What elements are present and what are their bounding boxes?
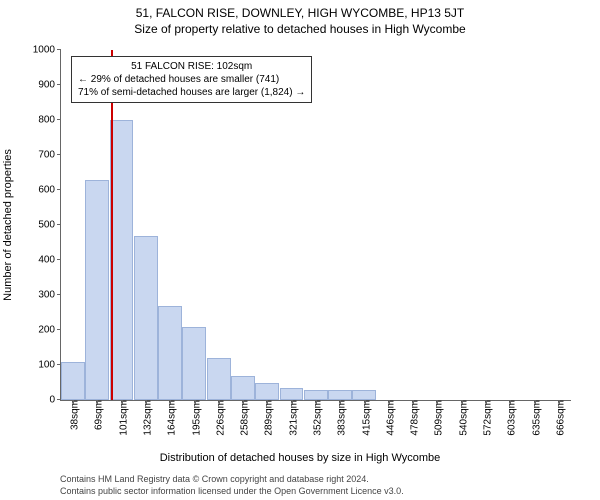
- x-tick-label: 38sqm: [66, 400, 81, 430]
- y-tick-label: 200: [38, 325, 61, 336]
- x-tick-label: 603sqm: [503, 400, 518, 436]
- y-tick-mark: [57, 259, 61, 260]
- histogram-bar: [182, 327, 206, 401]
- x-tick-label: 258sqm: [236, 400, 251, 436]
- x-tick-label: 69sqm: [90, 400, 105, 430]
- y-tick-label: 1000: [33, 45, 61, 56]
- x-axis-label: Distribution of detached houses by size …: [0, 452, 600, 464]
- x-tick-mark: [437, 400, 438, 404]
- x-tick-mark: [292, 400, 293, 404]
- y-tick-label: 500: [38, 220, 61, 231]
- x-tick-mark: [486, 400, 487, 404]
- x-tick-label: 666sqm: [551, 400, 566, 436]
- x-tick-mark: [195, 400, 196, 404]
- x-tick-label: 540sqm: [454, 400, 469, 436]
- y-tick-mark: [57, 84, 61, 85]
- y-tick-label: 300: [38, 290, 61, 301]
- x-tick-label: 164sqm: [163, 400, 178, 436]
- annotation-line: 51 FALCON RISE: 102sqm: [78, 60, 305, 73]
- annotation-line: 71% of semi-detached houses are larger (…: [78, 86, 305, 99]
- x-tick-label: 289sqm: [260, 400, 275, 436]
- x-tick-mark: [413, 400, 414, 404]
- x-tick-label: 572sqm: [479, 400, 494, 436]
- x-tick-mark: [535, 400, 536, 404]
- x-tick-mark: [340, 400, 341, 404]
- x-tick-mark: [73, 400, 74, 404]
- y-tick-mark: [57, 154, 61, 155]
- y-tick-mark: [57, 294, 61, 295]
- chart-plot-area: 0100200300400500600700800900100038sqm69s…: [60, 50, 571, 401]
- histogram-bar: [328, 390, 352, 401]
- x-tick-mark: [243, 400, 244, 404]
- histogram-bar: [110, 120, 134, 400]
- y-tick-mark: [57, 224, 61, 225]
- histogram-bar: [231, 376, 255, 401]
- histogram-bar: [85, 180, 109, 401]
- x-tick-label: 195sqm: [187, 400, 202, 436]
- y-tick-label: 100: [38, 360, 61, 371]
- x-tick-label: 446sqm: [381, 400, 396, 436]
- x-tick-mark: [267, 400, 268, 404]
- y-tick-mark: [57, 119, 61, 120]
- histogram-bar: [255, 383, 279, 401]
- x-tick-mark: [316, 400, 317, 404]
- x-tick-mark: [559, 400, 560, 404]
- x-tick-label: 352sqm: [309, 400, 324, 436]
- x-tick-mark: [510, 400, 511, 404]
- histogram-bar: [352, 390, 376, 401]
- y-axis-label: Number of detached properties: [2, 149, 14, 301]
- y-tick-mark: [57, 49, 61, 50]
- footer-copyright-2: Contains public sector information licen…: [60, 486, 404, 496]
- y-tick-label: 700: [38, 150, 61, 161]
- y-tick-label: 900: [38, 80, 61, 91]
- y-tick-label: 0: [49, 395, 61, 406]
- y-tick-label: 800: [38, 115, 61, 126]
- x-tick-mark: [97, 400, 98, 404]
- y-tick-label: 600: [38, 185, 61, 196]
- x-tick-label: 509sqm: [430, 400, 445, 436]
- y-tick-mark: [57, 329, 61, 330]
- chart-subtitle: Size of property relative to detached ho…: [0, 20, 600, 36]
- histogram-bar: [61, 362, 85, 401]
- x-tick-label: 635sqm: [527, 400, 542, 436]
- histogram-bar: [158, 306, 182, 401]
- histogram-bar: [280, 388, 304, 400]
- histogram-bar: [207, 358, 231, 400]
- histogram-bar: [304, 390, 328, 401]
- x-tick-mark: [365, 400, 366, 404]
- footer-copyright-1: Contains HM Land Registry data © Crown c…: [60, 474, 369, 484]
- x-tick-mark: [146, 400, 147, 404]
- x-tick-label: 415sqm: [357, 400, 372, 436]
- chart-title: 51, FALCON RISE, DOWNLEY, HIGH WYCOMBE, …: [0, 0, 600, 20]
- y-tick-label: 400: [38, 255, 61, 266]
- x-tick-mark: [122, 400, 123, 404]
- y-tick-mark: [57, 189, 61, 190]
- histogram-bar: [134, 236, 158, 401]
- x-tick-label: 226sqm: [211, 400, 226, 436]
- x-tick-label: 478sqm: [406, 400, 421, 436]
- x-tick-label: 132sqm: [139, 400, 154, 436]
- x-tick-label: 101sqm: [114, 400, 129, 436]
- x-tick-mark: [219, 400, 220, 404]
- annotation-box: 51 FALCON RISE: 102sqm← 29% of detached …: [71, 56, 312, 103]
- annotation-line: ← 29% of detached houses are smaller (74…: [78, 73, 305, 86]
- x-tick-mark: [389, 400, 390, 404]
- x-tick-mark: [170, 400, 171, 404]
- x-tick-mark: [462, 400, 463, 404]
- x-tick-label: 321sqm: [284, 400, 299, 436]
- x-tick-label: 383sqm: [333, 400, 348, 436]
